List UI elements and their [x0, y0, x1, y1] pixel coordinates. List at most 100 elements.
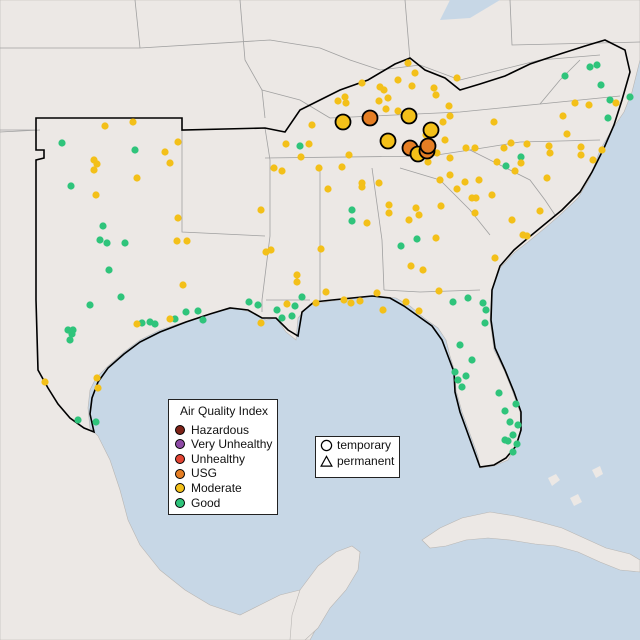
monitor-marker[interactable] — [471, 209, 479, 217]
monitor-marker[interactable] — [495, 389, 503, 397]
monitor-marker[interactable] — [257, 319, 265, 327]
monitor-marker[interactable] — [385, 201, 393, 209]
monitor-marker[interactable] — [282, 140, 290, 148]
monitor-marker[interactable] — [514, 421, 522, 429]
monitor-marker[interactable] — [363, 219, 371, 227]
monitor-marker[interactable] — [502, 162, 510, 170]
monitor-marker[interactable] — [545, 142, 553, 150]
monitor-marker[interactable] — [131, 146, 139, 154]
monitor-marker[interactable] — [598, 146, 606, 154]
monitor-marker[interactable] — [288, 312, 296, 320]
monitor-marker[interactable] — [559, 112, 567, 120]
monitor-marker[interactable] — [171, 315, 179, 323]
monitor-marker[interactable] — [479, 299, 487, 307]
monitor-marker[interactable] — [441, 136, 449, 144]
monitor-marker[interactable] — [451, 368, 459, 376]
monitor-marker[interactable] — [382, 105, 390, 113]
monitor-marker[interactable] — [358, 183, 366, 191]
monitor-marker[interactable] — [385, 209, 393, 217]
monitor-marker[interactable] — [458, 383, 466, 391]
monitor-marker[interactable] — [324, 185, 332, 193]
monitor-marker[interactable] — [606, 96, 614, 104]
monitor-marker[interactable] — [101, 122, 109, 130]
monitor-marker[interactable] — [404, 59, 412, 67]
monitor-marker[interactable] — [245, 298, 253, 306]
monitor-marker[interactable] — [500, 144, 508, 152]
monitor-marker[interactable] — [103, 239, 111, 247]
monitor-marker[interactable] — [93, 160, 101, 168]
monitor-marker[interactable] — [586, 63, 594, 71]
monitor-marker[interactable] — [283, 300, 291, 308]
monitor-marker[interactable] — [536, 207, 544, 215]
monitor-marker[interactable] — [340, 296, 348, 304]
monitor-marker[interactable] — [312, 299, 320, 307]
monitor-marker-temporary[interactable] — [361, 109, 379, 127]
monitor-marker[interactable] — [445, 102, 453, 110]
monitor-marker[interactable] — [58, 139, 66, 147]
monitor-marker[interactable] — [291, 302, 299, 310]
monitor-marker[interactable] — [67, 182, 75, 190]
monitor-marker[interactable] — [481, 319, 489, 327]
monitor-marker[interactable] — [453, 185, 461, 193]
monitor-marker[interactable] — [338, 163, 346, 171]
monitor-marker-temporary[interactable] — [379, 132, 397, 150]
monitor-marker[interactable] — [257, 206, 265, 214]
monitor-marker[interactable] — [373, 289, 381, 297]
monitor-marker[interactable] — [509, 431, 517, 439]
monitor-marker[interactable] — [174, 138, 182, 146]
monitor-marker[interactable] — [490, 118, 498, 126]
monitor-marker[interactable] — [375, 97, 383, 105]
monitor-marker[interactable] — [254, 301, 262, 309]
monitor-marker[interactable] — [278, 314, 286, 322]
monitor-marker[interactable] — [493, 158, 501, 166]
monitor-marker[interactable] — [296, 142, 304, 150]
monitor-marker-temporary[interactable] — [400, 107, 418, 125]
monitor-marker[interactable] — [121, 239, 129, 247]
monitor-marker[interactable] — [166, 315, 174, 323]
monitor-marker[interactable] — [435, 287, 443, 295]
monitor-marker-temporary[interactable] — [422, 121, 440, 139]
monitor-marker[interactable] — [612, 99, 620, 107]
monitor-marker[interactable] — [66, 336, 74, 344]
monitor-marker[interactable] — [509, 448, 517, 456]
monitor-marker[interactable] — [93, 374, 101, 382]
monitor-marker[interactable] — [626, 93, 634, 101]
monitor-marker-temporary[interactable] — [419, 137, 437, 155]
monitor-marker[interactable] — [74, 416, 82, 424]
monitor-marker[interactable] — [305, 140, 313, 148]
monitor-marker[interactable] — [446, 154, 454, 162]
monitor-marker[interactable] — [69, 326, 77, 334]
monitor-marker[interactable] — [408, 82, 416, 90]
monitor-marker[interactable] — [347, 299, 355, 307]
monitor-marker[interactable] — [41, 378, 49, 386]
monitor-marker[interactable] — [597, 81, 605, 89]
monitor-marker[interactable] — [379, 306, 387, 314]
monitor-marker[interactable] — [508, 216, 516, 224]
monitor-marker[interactable] — [543, 174, 551, 182]
monitor-marker[interactable] — [133, 174, 141, 182]
monitor-marker[interactable] — [436, 176, 444, 184]
monitor-marker[interactable] — [475, 176, 483, 184]
monitor-marker[interactable] — [432, 91, 440, 99]
monitor-marker[interactable] — [412, 204, 420, 212]
monitor-marker[interactable] — [394, 76, 402, 84]
monitor-marker[interactable] — [375, 179, 383, 187]
monitor-marker[interactable] — [453, 74, 461, 82]
monitor-marker[interactable] — [308, 121, 316, 129]
monitor-marker[interactable] — [322, 288, 330, 296]
monitor-marker[interactable] — [90, 166, 98, 174]
monitor-marker[interactable] — [92, 418, 100, 426]
monitor-marker[interactable] — [563, 130, 571, 138]
monitor-marker[interactable] — [432, 234, 440, 242]
monitor-marker[interactable] — [394, 107, 402, 115]
monitor-marker[interactable] — [456, 341, 464, 349]
monitor-marker[interactable] — [173, 237, 181, 245]
monitor-marker[interactable] — [297, 153, 305, 161]
monitor-marker[interactable] — [468, 194, 476, 202]
monitor-marker[interactable] — [99, 222, 107, 230]
monitor-marker[interactable] — [405, 216, 413, 224]
monitor-marker[interactable] — [415, 307, 423, 315]
monitor-marker[interactable] — [402, 298, 410, 306]
monitor-marker[interactable] — [129, 118, 137, 126]
monitor-marker[interactable] — [407, 262, 415, 270]
